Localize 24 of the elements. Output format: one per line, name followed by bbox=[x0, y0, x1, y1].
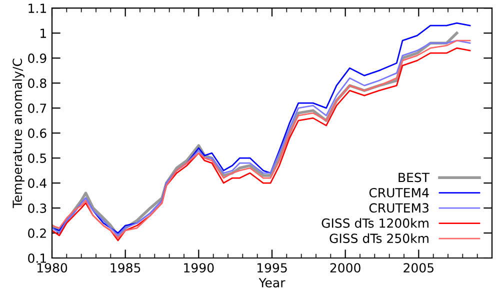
y-tick-label: 0.3 bbox=[28, 203, 46, 213]
x-tick-label: 2005 bbox=[404, 263, 434, 273]
y-tick-label: 0.5 bbox=[28, 154, 46, 163]
x-tick-label: 1980 bbox=[37, 263, 68, 273]
y-tick-label: 0.7 bbox=[28, 104, 46, 113]
x-tick-label: 1995 bbox=[257, 263, 287, 273]
legend-label: GISS dTs 1200km bbox=[322, 218, 428, 228]
y-tick-label: 0.4 bbox=[28, 178, 46, 188]
legend-label: GISS dTs 250km bbox=[330, 233, 428, 244]
x-tick-label: 1985 bbox=[110, 263, 140, 273]
x-axis-title: Year bbox=[258, 278, 286, 288]
y-tick-label: 0.9 bbox=[28, 54, 46, 64]
y-tick-label: 1.1 bbox=[28, 4, 46, 13]
y-tick-label: 0.2 bbox=[28, 228, 46, 238]
y-tick-label: 1 bbox=[40, 28, 46, 38]
y-tick-label: 0.8 bbox=[28, 78, 46, 88]
legend-label: CRUTEM3 bbox=[369, 203, 428, 213]
x-tick-label: 2000 bbox=[330, 263, 360, 273]
y-tick-label: 0.6 bbox=[28, 128, 46, 138]
y-tick-label: 0.1 bbox=[28, 253, 46, 263]
legend-label: CRUTEM4 bbox=[369, 188, 429, 198]
x-tick-label: 1990 bbox=[184, 263, 214, 273]
legend-label: BEST bbox=[398, 172, 430, 182]
y-axis-title: Temperature anomaly/C bbox=[12, 58, 24, 208]
